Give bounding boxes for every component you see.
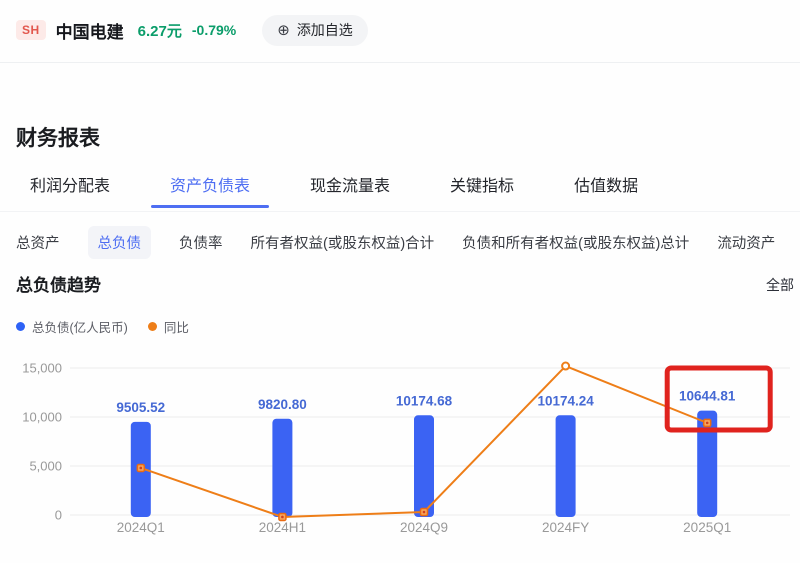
bar-value-label: 9505.52 xyxy=(116,400,165,415)
x-axis-label: 2024H1 xyxy=(259,520,306,535)
tabs-divider xyxy=(0,211,800,212)
legend-item-1[interactable]: 同比 xyxy=(147,317,189,336)
report-tabs: 利润分配表 资产负债表 现金流量表 关键指标 估值数据 xyxy=(30,172,638,208)
tab-4[interactable]: 估值数据 xyxy=(574,178,639,195)
add-watchlist-button[interactable]: ⊕ 添加自选 xyxy=(262,14,368,46)
bar-2025Q1[interactable] xyxy=(697,410,718,517)
legend-dot-icon xyxy=(16,322,25,331)
subtab-0[interactable]: 总资产 xyxy=(16,236,60,252)
period-filter-dropdown[interactable]: 全部 xyxy=(766,277,794,293)
metric-subtabs: 总资产 总负债 负债率 所有者权益(或股东权益)合计 负债和所有者权益(或股东权益)总计… xyxy=(16,226,800,259)
yoy-point-core xyxy=(422,510,426,514)
x-axis-label: 2024Q1 xyxy=(117,520,165,535)
chart-legend: 总负债(亿人民币) 同比 xyxy=(16,317,189,336)
page-title: 财务报表 xyxy=(16,127,100,150)
highlight-annotation-box xyxy=(664,365,773,433)
plus-circle-icon: ⊕ xyxy=(277,21,290,39)
yoy-point-peak[interactable] xyxy=(561,361,571,371)
subtab-3[interactable]: 所有者权益(或股东权益)合计 xyxy=(250,236,435,252)
bar-2024Q9[interactable] xyxy=(414,415,434,517)
yoy-point-core xyxy=(139,466,143,470)
stock-header: SH 中国电建 6.27元 -0.79% ⊕ 添加自选 xyxy=(16,14,368,46)
subtab-1[interactable]: 总负债 xyxy=(87,226,151,259)
add-watchlist-label: 添加自选 xyxy=(296,22,353,38)
tab-2[interactable]: 现金流量表 xyxy=(310,178,391,195)
chart-title: 总负债趋势 xyxy=(16,276,101,295)
y-axis-tick: 15,000 xyxy=(22,361,62,376)
stock-price: 6.27元 xyxy=(137,22,182,40)
header-divider xyxy=(0,62,800,63)
bar-value-label: 9820.80 xyxy=(258,397,307,412)
legend-label: 总负债(亿人民币) xyxy=(32,321,128,335)
legend-label: 同比 xyxy=(163,321,189,335)
y-axis-tick: 5,000 xyxy=(29,459,62,474)
bar-2024H1[interactable] xyxy=(272,418,293,517)
liabilities-trend-chart: 0 5,000 10,000 15,000 9505.52 2024Q1 9820.80 20… xyxy=(22,361,790,535)
tab-0[interactable]: 利润分配表 xyxy=(30,178,111,195)
bar-2024FY[interactable] xyxy=(555,415,576,517)
subtab-2[interactable]: 负债率 xyxy=(179,236,223,252)
bar-value-label: 10174.24 xyxy=(537,393,594,408)
stock-name: 中国电建 xyxy=(55,22,124,42)
tab-1[interactable]: 资产负债表 xyxy=(170,172,250,208)
legend-dot-icon xyxy=(147,322,157,331)
bar-value-label: 10644.81 xyxy=(679,389,736,404)
tab-3[interactable]: 关键指标 xyxy=(450,178,515,195)
bar-value-label: 10174.68 xyxy=(396,393,453,408)
y-axis-tick: 10,000 xyxy=(22,410,62,425)
y-axis-tick: 0 xyxy=(55,508,62,523)
yoy-point-core xyxy=(705,421,709,425)
yoy-point-core xyxy=(281,515,284,519)
subtab-4[interactable]: 负债和所有者权益(或股东权益)总计 xyxy=(462,236,690,252)
legend-item-0[interactable]: 总负债(亿人民币) xyxy=(16,317,128,336)
stock-change: -0.79% xyxy=(191,22,237,38)
subtab-5[interactable]: 流动资产 xyxy=(717,236,776,252)
x-axis-label: 2024FY xyxy=(542,520,589,535)
x-axis-label: 2025Q1 xyxy=(683,520,731,535)
exchange-badge: SH xyxy=(16,20,46,40)
x-axis-label: 2024Q9 xyxy=(400,520,448,535)
